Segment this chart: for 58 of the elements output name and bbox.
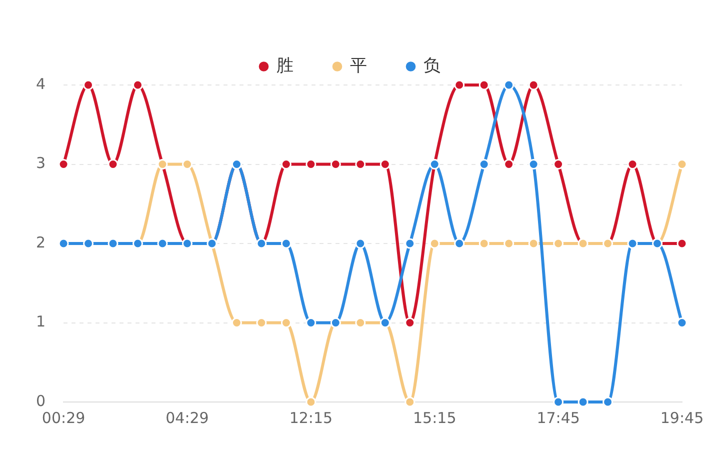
point <box>454 80 465 90</box>
point <box>306 396 316 408</box>
point <box>58 159 69 170</box>
point <box>404 318 416 328</box>
point <box>306 159 316 170</box>
y-tick-label: 2 <box>36 233 46 252</box>
point <box>504 80 514 90</box>
point <box>478 159 490 170</box>
point <box>528 159 539 170</box>
point <box>553 159 564 170</box>
point <box>83 80 94 90</box>
point <box>306 318 316 328</box>
point <box>478 80 490 90</box>
point <box>330 159 341 170</box>
point <box>280 159 292 170</box>
point <box>58 238 69 249</box>
point <box>528 238 539 249</box>
x-tick-label: 19:45 <box>660 408 704 427</box>
point <box>157 238 168 249</box>
point <box>355 238 366 249</box>
point <box>478 238 490 249</box>
legend-label: 平 <box>350 56 367 76</box>
point <box>504 238 514 249</box>
point <box>627 159 638 170</box>
point <box>182 159 192 170</box>
point <box>676 238 688 249</box>
point <box>256 318 267 328</box>
point <box>355 318 366 328</box>
legend-label: 负 <box>423 56 440 76</box>
x-tick-label: 15:15 <box>413 408 456 427</box>
y-tick-label: 3 <box>36 154 46 172</box>
x-tick-label: 00:29 <box>42 408 86 427</box>
point <box>355 159 366 170</box>
point <box>380 159 390 170</box>
x-tick-label: 04:29 <box>166 408 209 427</box>
point <box>108 159 118 170</box>
point <box>676 159 688 170</box>
point <box>602 396 614 408</box>
x-tick-label: 17:45 <box>536 408 580 427</box>
point <box>280 238 292 249</box>
point <box>132 80 144 90</box>
point <box>231 318 242 328</box>
y-tick-label: 0 <box>36 392 46 410</box>
point <box>553 396 564 408</box>
x-tick-label: 12:15 <box>289 408 333 427</box>
y-tick-label: 4 <box>36 74 46 93</box>
point <box>553 238 564 249</box>
y-tick-label: 1 <box>36 312 46 331</box>
point <box>528 80 539 90</box>
point <box>404 396 416 408</box>
legend-label: 胜 <box>276 56 294 76</box>
point <box>429 238 440 249</box>
point <box>676 318 688 328</box>
point <box>578 396 588 408</box>
point <box>83 238 94 249</box>
point <box>404 238 416 249</box>
point <box>280 318 292 328</box>
point <box>504 159 514 170</box>
